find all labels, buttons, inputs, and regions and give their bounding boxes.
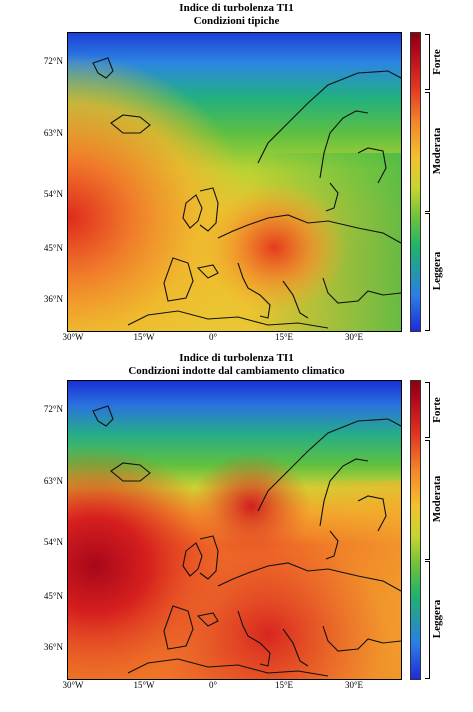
lat-label: 63°N [43,128,63,138]
lat-label: 36°N [43,642,63,652]
lon-label: 15°W [133,680,155,690]
bracket-forte [425,34,430,90]
lon-label: 0° [208,332,218,342]
lat-label: 54°N [43,189,63,199]
lat-label: 72°N [43,56,63,66]
label-forte: Forte [431,49,443,75]
map-title-bottom-line2: Condizioni indotte dal cambiamento clima… [128,365,345,377]
lat-label: 72°N [43,404,63,414]
label-leggera: Leggera [431,599,443,639]
lon-label: 15°W [133,332,155,342]
lon-label: 0° [208,680,218,690]
lat-label: 63°N [43,476,63,486]
bracket-moderata [425,440,430,560]
lon-label: 30°E [344,332,364,342]
label-moderata: Moderata [431,127,443,175]
turbulence-map-climate-change [67,380,402,680]
map-title-top-line1: Indice di turbolenza TI1 [179,2,294,14]
bracket-leggera [425,561,430,679]
lon-label: 30°W [62,680,84,690]
lon-label: 15°E [274,680,294,690]
map-title-bottom-line1: Indice di turbolenza TI1 [179,352,294,364]
label-moderata: Moderata [431,475,443,523]
colorbar-climate-change [410,380,421,680]
lat-label: 36°N [43,294,63,304]
lon-label: 15°E [274,332,294,342]
coastlines [92,405,401,677]
map-title-top-line2: Condizioni tipiche [193,15,280,27]
map-title-bottom: Indice di turbolenza TI1 Condizioni indo… [0,352,473,378]
bracket-forte [425,382,430,438]
label-leggera: Leggera [431,251,443,291]
lon-label: 30°W [62,332,84,342]
lon-label: 30°E [344,680,364,690]
label-forte: Forte [431,397,443,423]
bracket-moderata [425,92,430,212]
turbulence-map-typical [67,32,402,332]
colorbar-typical [410,32,421,332]
lat-label: 54°N [43,537,63,547]
lat-label: 45°N [43,243,63,253]
bracket-leggera [425,213,430,331]
map-title-top: Indice di turbolenza TI1 Condizioni tipi… [0,2,473,28]
coastlines [92,57,401,329]
lat-label: 45°N [43,591,63,601]
